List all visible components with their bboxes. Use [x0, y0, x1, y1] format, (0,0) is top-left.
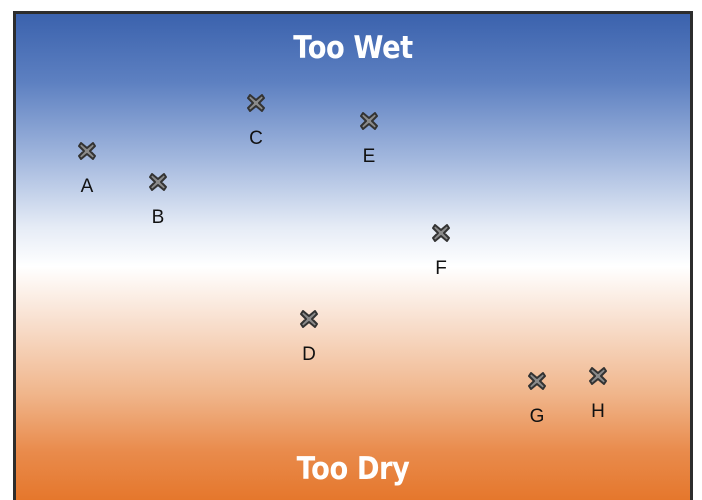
point-label: E — [362, 146, 376, 167]
x-mark-icon — [432, 224, 450, 242]
point-label: A — [80, 176, 94, 197]
point-label: D — [302, 344, 316, 365]
x-mark-icon — [149, 173, 167, 191]
x-mark-icon — [360, 112, 378, 130]
point-label: H — [591, 401, 605, 422]
moisture-diagram: Too Wet A B C D E F G H Too Dry — [13, 11, 693, 500]
x-mark-icon — [528, 372, 546, 390]
x-mark-icon — [589, 367, 607, 385]
point-label: B — [151, 207, 165, 228]
too-dry-label: Too Dry — [296, 451, 410, 487]
x-mark-icon — [247, 94, 265, 112]
point-label: F — [435, 258, 447, 279]
too-wet-label: Too Wet — [293, 30, 413, 66]
point-label: G — [529, 406, 545, 427]
point-label: C — [249, 128, 263, 149]
x-mark-icon — [78, 142, 96, 160]
x-mark-icon — [300, 310, 318, 328]
